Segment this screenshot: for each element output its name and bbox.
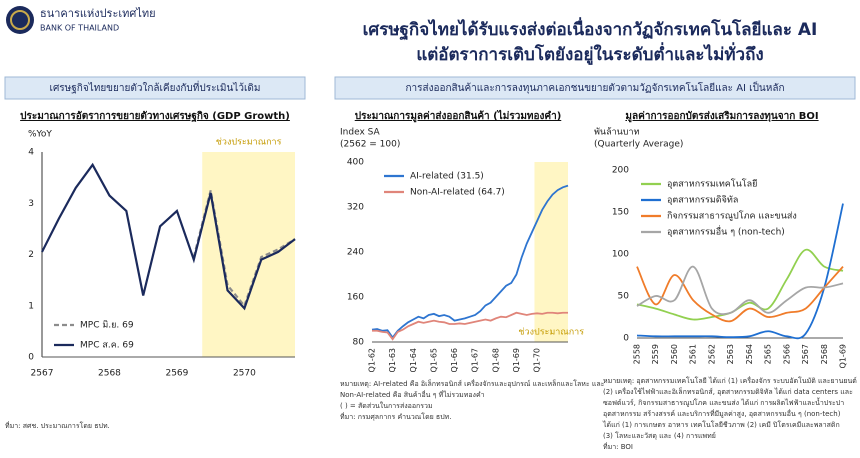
note: (2) เครื่องใช้ไฟฟ้าและอิเล็กทรอนิกส์, อุ…	[603, 387, 853, 396]
note: (3) โลหะและวัสดุ และ (4) การแพทย์	[603, 431, 716, 440]
series-line	[192, 190, 296, 308]
series-line	[636, 203, 844, 340]
x-tick-label: 2559	[651, 344, 660, 364]
x-tick-label: Q1-70	[533, 348, 542, 372]
x-tick-label: 2561	[689, 344, 698, 364]
y-tick-label: 150	[612, 208, 629, 218]
x-tick-label: Q1-64	[409, 348, 418, 372]
bank-name-th: ธนาคารแห่งประเทศไทย	[40, 7, 156, 20]
note: Non-AI-related คือ สินค้าอื่น ๆ ที่ไม่รว…	[340, 390, 485, 399]
slide-title: แต่อัตราการเติบโตยังอยู่ในระดับต่ำและไม่…	[416, 42, 763, 66]
y-tick-label: 160	[347, 293, 364, 303]
legend-label: MPC มิ.ย. 69	[80, 320, 134, 331]
y-tick-label: 80	[353, 338, 365, 348]
x-tick-label: Q1-67	[471, 348, 480, 372]
y-tick-label: 200	[612, 166, 629, 176]
forecast-label: ช่วงประมาณการ	[216, 138, 282, 148]
y-tick-label: 320	[347, 203, 364, 213]
y-tick-label: 2	[28, 250, 34, 260]
y-axis-label: %YoY	[28, 130, 52, 140]
forecast-shade	[202, 152, 295, 357]
x-tick-label: 2560	[670, 344, 679, 364]
note: ซอฟต์แวร์, กิจกรรมสาธารณูปโภค และขนส่ง ไ…	[603, 396, 844, 407]
legend-label: อุตสาหกรรมอื่น ๆ (non-tech)	[667, 225, 785, 238]
note: ที่มา: BOI	[603, 442, 633, 451]
note: อุตสาหกรรม สร้างสรรค์ และบริการที่มีมูลค…	[603, 409, 841, 418]
series-line	[41, 162, 296, 311]
note: หมายเหตุ: AI-related คือ อิเล็กทรอนิกส์ …	[340, 379, 605, 388]
y-tick-label: 3	[28, 199, 34, 209]
chart-title: ประมาณการอัตราการขยายตัวทางเศรษฐกิจ (GDP…	[20, 110, 290, 122]
forecast-shade	[534, 162, 568, 342]
note: ที่มา: สศช. ประมาณการโดย ธปท.	[5, 421, 110, 430]
slide-title: เศรษฐกิจไทยได้รับแรงส่งต่อเนื่องจากวัฏจั…	[363, 17, 818, 41]
note: หมายเหตุ: อุตสาหกรรมเทคโนโลยี ได้แก่ (1)…	[603, 376, 857, 385]
x-tick-label: 2568	[98, 369, 121, 379]
x-tick-label: 2567	[31, 369, 54, 379]
x-tick-label: Q1-65	[429, 348, 438, 372]
y-axis-label: (Quarterly Average)	[594, 140, 683, 150]
legend-label: AI-related (31.5)	[410, 172, 484, 182]
y-tick-label: 1	[28, 301, 34, 311]
note: ( ) = สัดส่วนในการส่งออกรวม	[340, 401, 433, 410]
forecast-label: ช่วงประมาณการ	[518, 328, 584, 338]
x-tick-label: Q1-69	[512, 348, 521, 372]
y-tick-label: 0	[623, 334, 629, 344]
x-tick-label: 2567	[801, 344, 810, 364]
legend-label: MPC ส.ค. 69	[80, 341, 134, 351]
legend-label: อุตสาหกรรมเทคโนโลยี	[667, 179, 757, 190]
y-axis-label: Index SA	[340, 128, 381, 138]
x-tick-label: 2569	[165, 369, 188, 379]
logo-ring	[10, 10, 30, 30]
y-tick-label: 4	[28, 148, 34, 158]
legend-label: อุตสาหกรรมดิจิทัล	[667, 195, 738, 206]
x-tick-label: 2568	[820, 344, 829, 364]
panel-header	[334, 76, 856, 100]
x-tick-label: 2558	[633, 344, 642, 364]
x-tick-label: 2566	[782, 344, 791, 364]
y-axis-label: (2562 = 100)	[340, 140, 400, 150]
x-tick-label: Q1-62	[368, 348, 377, 372]
x-tick-label: 2565	[764, 344, 773, 364]
chart-title: ประมาณการมูลค่าส่งออกสินค้า (ไม่รวมทองคำ…	[355, 109, 562, 123]
x-tick-label: 2570	[233, 369, 256, 379]
series-line	[636, 265, 844, 316]
note: ที่มา: กรมศุลกากร คำนวณโดย ธปท.	[340, 412, 452, 421]
y-tick-label: 50	[618, 292, 630, 302]
y-tick-label: 240	[347, 248, 364, 258]
chart-title: มูลค่าการออกบัตรส่งเสริมการลงทุนจาก BOI	[625, 110, 818, 123]
x-tick-label: 2562	[707, 344, 716, 364]
x-tick-label: Q1-63	[388, 348, 397, 372]
x-tick-label: Q1-68	[491, 348, 500, 372]
legend-box	[639, 175, 789, 241]
panel-title: การส่งออกสินค้าและการลงทุนภาคเอกชนขยายตั…	[405, 80, 784, 94]
x-tick-label: 2564	[745, 344, 754, 364]
legend-label: Non-AI-related (64.7)	[410, 188, 505, 198]
x-tick-label: Q1-69	[839, 344, 848, 368]
legend-label: กิจกรรมสาธารณูปโภค และขนส่ง	[667, 211, 797, 222]
bank-name-en: BANK OF THAILAND	[40, 24, 119, 33]
panel-header	[4, 76, 306, 100]
y-tick-label: 400	[347, 158, 364, 168]
y-tick-label: 100	[612, 250, 629, 260]
series-line	[372, 311, 568, 341]
note: ได้แก่ (1) การเกษตร อาหาร เทคโนโลยีชีวภา…	[602, 420, 840, 429]
series-line	[371, 184, 569, 340]
series-line	[636, 266, 844, 323]
y-axis-label: พันล้านบาท	[594, 127, 640, 138]
x-tick-label: 2563	[726, 344, 735, 364]
panel-title: เศรษฐกิจไทยขยายตัวใกล้เคียงกับที่ประเมิน…	[50, 80, 261, 94]
x-tick-label: Q1-66	[450, 348, 459, 372]
y-tick-label: 0	[28, 353, 34, 363]
